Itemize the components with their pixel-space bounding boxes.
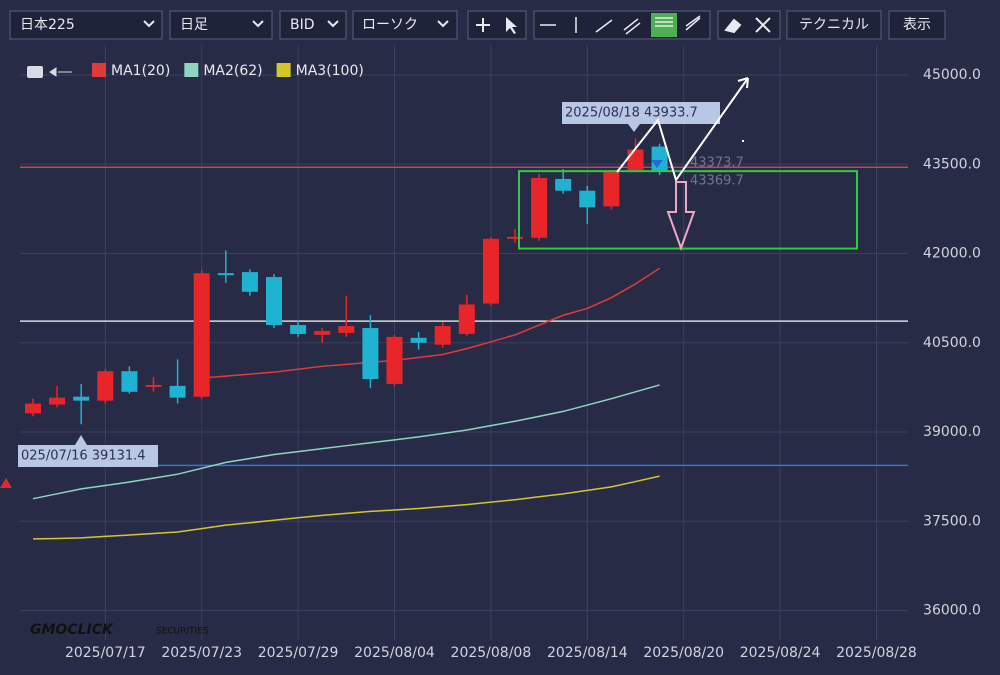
x-tick-label: 2025/07/17: [65, 645, 146, 661]
candle-body: [507, 236, 523, 239]
draw-tools[interactable]: [533, 10, 711, 40]
candle-body: [290, 325, 307, 334]
symbol-select[interactable]: [9, 10, 163, 40]
style: ローソク: [362, 17, 418, 33]
plot: 36000.0 37500.0 39000.0 40500.0 42000.0 43500…: [0, 45, 981, 661]
candle-body: [458, 304, 475, 334]
candle-body: [482, 238, 499, 304]
caret: [252, 20, 264, 28]
annotation-box: [562, 102, 720, 124]
drawings: [616, 77, 749, 251]
x-tick-label: 2025/08/14: [547, 645, 628, 661]
candle-body: [651, 146, 668, 173]
x-tick-label: 2025/08/20: [643, 645, 724, 661]
legend-swatch: [184, 63, 199, 77]
range-box: [518, 170, 858, 250]
y-tick-label: 37500.0: [923, 513, 981, 529]
logo-suffix: SECURITIES: [156, 627, 209, 637]
legend-swatch: [276, 63, 291, 77]
candle-body: [145, 384, 162, 387]
fib-icon-active[interactable]: [651, 13, 677, 37]
candle-body: [627, 149, 644, 171]
candle-body: [266, 277, 282, 326]
annotation: 2025/08/18 43933.7: [565, 106, 698, 121]
caret: [143, 20, 155, 28]
period-select[interactable]: [169, 10, 273, 40]
x-tick-label: 2025/08/28: [836, 645, 917, 661]
white-arrow: [616, 77, 749, 183]
ma-line: [32, 475, 660, 540]
caret: [437, 20, 449, 28]
pointer-icon: [506, 17, 517, 34]
candle-body: [338, 326, 355, 333]
logo-brand: GMOCLICK: [30, 622, 114, 638]
annotation-box: [18, 445, 158, 467]
candle-body: [555, 178, 572, 191]
x-tick-label: 2025/08/04: [354, 645, 435, 661]
crosshair-icon: [476, 18, 490, 32]
y-tick-label: 42000.0: [923, 246, 981, 262]
erase-icons: [724, 17, 771, 34]
technical: テクニカル: [799, 17, 869, 33]
candle-body: [531, 177, 548, 238]
pointer: [628, 124, 640, 132]
candle-body: [73, 396, 90, 401]
y-tick-label: 45000.0: [923, 67, 981, 83]
candle-body: [314, 330, 331, 335]
candle-body: [97, 371, 114, 401]
pink-arrow: [666, 181, 696, 251]
candle-body: [579, 190, 596, 208]
logo: GMOCLICK SECURITIES: [30, 622, 209, 638]
annotation: 43373.7: [690, 156, 744, 171]
annotation: 43369.7: [690, 174, 744, 189]
x-tick-label: 2025/08/24: [740, 645, 821, 661]
dot: [742, 140, 744, 142]
candle-body: [410, 337, 427, 343]
y-tick-label: 40500.0: [923, 335, 981, 351]
candle-body: [386, 336, 403, 384]
candle-body: [169, 385, 186, 398]
candle-body: [603, 172, 620, 207]
y-tick-label: 39000.0: [923, 424, 981, 440]
legend-label: MA2(62): [203, 63, 262, 79]
marker: [0, 478, 12, 488]
candle-body: [25, 403, 41, 414]
candle-body: [121, 371, 138, 392]
legend-label: MA3(100): [296, 63, 364, 79]
x-tick-label: 2025/07/23: [161, 645, 242, 661]
ma-line: [201, 267, 661, 379]
marker: [651, 160, 663, 168]
candle-body: [49, 397, 66, 405]
caret: [327, 20, 339, 28]
legend-icon: [27, 66, 43, 78]
candle-body: [217, 273, 234, 276]
x-tick-label: 2025/08/08: [451, 645, 532, 661]
period: 日足: [180, 17, 208, 33]
symbol: 日本225: [20, 17, 75, 33]
ma-line: [32, 384, 660, 500]
y-tick-label: 36000.0: [923, 603, 981, 619]
candle-body: [434, 326, 451, 345]
erase-tools[interactable]: [717, 10, 781, 40]
toolbar: 日本225 日足 BID ローソク テクニカル 表示: [9, 10, 946, 40]
y-tick-label: 43500.0: [923, 156, 981, 172]
fib-icons: [655, 15, 701, 31]
candle-body: [241, 272, 258, 292]
draw-icons: [540, 17, 641, 35]
style-select[interactable]: [352, 10, 458, 40]
legend-swatch: [92, 63, 106, 77]
legend-icon: [49, 67, 72, 77]
x-tick-label: 2025/07/29: [258, 645, 339, 661]
annotation: 025/07/16 39131.4: [21, 449, 146, 464]
candle-body: [362, 328, 379, 380]
display: 表示: [903, 17, 931, 33]
side: BID: [290, 17, 315, 33]
legend-label: MA1(20): [111, 63, 170, 79]
display-button[interactable]: [888, 10, 946, 40]
pointer: [75, 435, 87, 445]
candle-body: [193, 273, 210, 397]
technical-button[interactable]: [786, 10, 882, 40]
